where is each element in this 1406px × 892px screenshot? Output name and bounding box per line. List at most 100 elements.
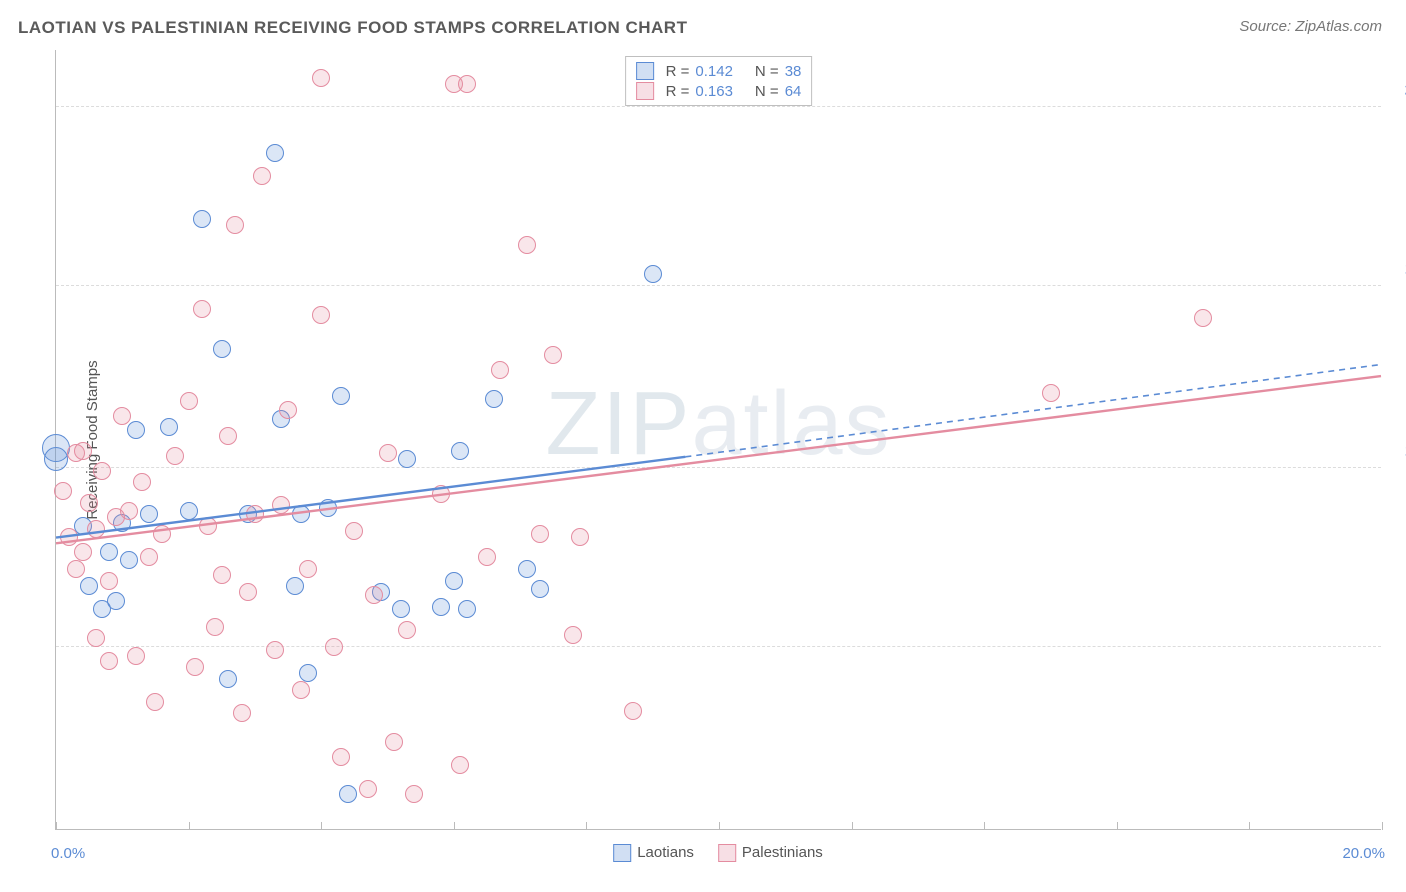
- x-tick-mark: [984, 822, 985, 830]
- scatter-point: [74, 442, 92, 460]
- source-attribution: Source: ZipAtlas.com: [1239, 18, 1382, 35]
- scatter-point: [206, 618, 224, 636]
- scatter-point: [458, 75, 476, 93]
- scatter-point: [491, 361, 509, 379]
- scatter-point: [432, 485, 450, 503]
- scatter-point: [180, 502, 198, 520]
- n-value: 64: [785, 83, 802, 100]
- series-label: Palestinians: [742, 844, 823, 861]
- stats-legend: R =0.142N =38R =0.163N =64: [625, 56, 813, 106]
- scatter-point: [398, 450, 416, 468]
- scatter-point: [239, 583, 257, 601]
- scatter-point: [213, 340, 231, 358]
- scatter-point: [1194, 309, 1212, 327]
- regression-line: [685, 364, 1381, 456]
- scatter-point: [226, 216, 244, 234]
- scatter-point: [571, 528, 589, 546]
- legend-swatch: [636, 82, 654, 100]
- scatter-point: [392, 600, 410, 618]
- scatter-point: [266, 144, 284, 162]
- scatter-point: [193, 300, 211, 318]
- scatter-plot: ZIPatlas R =0.142N =38R =0.163N =64 6.3%…: [55, 50, 1381, 830]
- scatter-point: [199, 517, 217, 535]
- x-tick-mark: [454, 822, 455, 830]
- legend-swatch: [613, 844, 631, 862]
- scatter-point: [385, 733, 403, 751]
- gridline: [56, 467, 1381, 468]
- scatter-point: [93, 462, 111, 480]
- x-tick-mark: [56, 822, 57, 830]
- stats-legend-row: R =0.163N =64: [636, 81, 802, 101]
- scatter-point: [100, 652, 118, 670]
- scatter-point: [458, 600, 476, 618]
- scatter-point: [213, 566, 231, 584]
- scatter-point: [113, 407, 131, 425]
- scatter-point: [345, 522, 363, 540]
- scatter-point: [312, 69, 330, 87]
- scatter-point: [445, 572, 463, 590]
- scatter-point: [1042, 384, 1060, 402]
- scatter-point: [485, 390, 503, 408]
- scatter-point: [339, 785, 357, 803]
- scatter-point: [120, 502, 138, 520]
- scatter-point: [100, 572, 118, 590]
- scatter-point: [272, 496, 290, 514]
- scatter-point: [624, 702, 642, 720]
- scatter-point: [332, 748, 350, 766]
- x-tick-mark: [189, 822, 190, 830]
- scatter-point: [100, 543, 118, 561]
- x-tick-mark: [586, 822, 587, 830]
- r-label: R =: [666, 83, 690, 100]
- legend-swatch: [636, 62, 654, 80]
- scatter-point: [166, 447, 184, 465]
- gridline: [56, 646, 1381, 647]
- scatter-point: [127, 421, 145, 439]
- scatter-point: [564, 626, 582, 644]
- scatter-point: [219, 427, 237, 445]
- r-label: R =: [666, 63, 690, 80]
- x-axis-min-label: 0.0%: [51, 845, 85, 862]
- plot-area: Receiving Food Stamps ZIPatlas R =0.142N…: [55, 50, 1381, 830]
- watermark-zip: ZIP: [545, 374, 691, 474]
- series-legend: Laotians Palestinians: [613, 844, 823, 862]
- x-axis-max-label: 20.0%: [1342, 845, 1385, 862]
- scatter-point: [80, 494, 98, 512]
- x-tick-mark: [1382, 822, 1383, 830]
- stats-legend-row: R =0.142N =38: [636, 61, 802, 81]
- scatter-point: [193, 210, 211, 228]
- x-tick-mark: [719, 822, 720, 830]
- series-legend-item: Palestinians: [718, 844, 823, 862]
- n-label: N =: [755, 63, 779, 80]
- source-prefix: Source:: [1239, 18, 1295, 35]
- scatter-point: [87, 520, 105, 538]
- series-label: Laotians: [637, 844, 694, 861]
- scatter-point: [186, 658, 204, 676]
- scatter-point: [398, 621, 416, 639]
- scatter-point: [279, 401, 297, 419]
- chart-title: LAOTIAN VS PALESTINIAN RECEIVING FOOD ST…: [18, 18, 687, 38]
- x-tick-mark: [1117, 822, 1118, 830]
- chart-container: LAOTIAN VS PALESTINIAN RECEIVING FOOD ST…: [0, 0, 1406, 892]
- scatter-point: [233, 704, 251, 722]
- scatter-point: [478, 548, 496, 566]
- scatter-point: [140, 548, 158, 566]
- scatter-point: [299, 664, 317, 682]
- scatter-point: [544, 346, 562, 364]
- scatter-point: [518, 236, 536, 254]
- scatter-point: [432, 598, 450, 616]
- scatter-point: [531, 525, 549, 543]
- scatter-point: [332, 387, 350, 405]
- scatter-point: [451, 756, 469, 774]
- x-tick-mark: [321, 822, 322, 830]
- scatter-point: [127, 647, 145, 665]
- scatter-point: [160, 418, 178, 436]
- scatter-point: [246, 505, 264, 523]
- scatter-point: [67, 560, 85, 578]
- watermark: ZIPatlas: [545, 373, 891, 476]
- watermark-atlas: atlas: [691, 374, 891, 474]
- series-legend-item: Laotians: [613, 844, 694, 862]
- scatter-point: [107, 592, 125, 610]
- scatter-point: [365, 586, 383, 604]
- x-tick-mark: [852, 822, 853, 830]
- scatter-point: [44, 447, 68, 471]
